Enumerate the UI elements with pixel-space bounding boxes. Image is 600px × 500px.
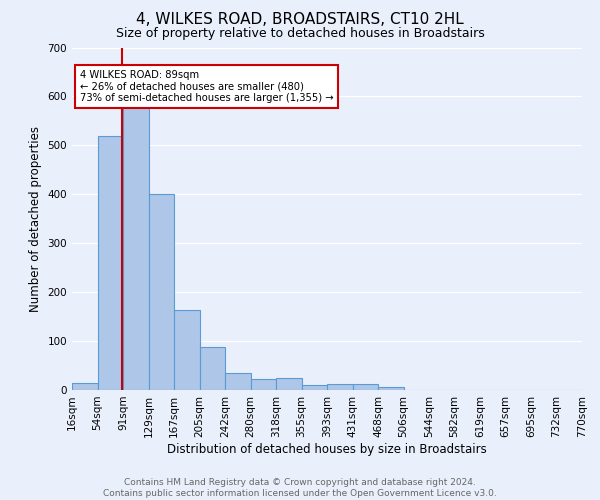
Bar xyxy=(353,384,378,390)
Text: Contains HM Land Registry data © Crown copyright and database right 2024.
Contai: Contains HM Land Registry data © Crown c… xyxy=(103,478,497,498)
X-axis label: Distribution of detached houses by size in Broadstairs: Distribution of detached houses by size … xyxy=(167,442,487,456)
Bar xyxy=(199,347,225,390)
Y-axis label: Number of detached properties: Number of detached properties xyxy=(29,126,42,312)
Bar xyxy=(276,378,302,390)
Bar xyxy=(378,387,404,390)
Bar xyxy=(97,136,123,390)
Bar xyxy=(225,373,251,390)
Bar xyxy=(302,385,327,390)
Bar xyxy=(327,384,353,390)
Bar xyxy=(251,379,276,390)
Text: 4, WILKES ROAD, BROADSTAIRS, CT10 2HL: 4, WILKES ROAD, BROADSTAIRS, CT10 2HL xyxy=(136,12,464,28)
Text: 4 WILKES ROAD: 89sqm
← 26% of detached houses are smaller (480)
73% of semi-deta: 4 WILKES ROAD: 89sqm ← 26% of detached h… xyxy=(80,70,333,102)
Text: Size of property relative to detached houses in Broadstairs: Size of property relative to detached ho… xyxy=(116,28,484,40)
Bar xyxy=(72,382,97,390)
Bar xyxy=(149,194,174,390)
Bar xyxy=(123,102,149,390)
Bar xyxy=(174,310,199,390)
